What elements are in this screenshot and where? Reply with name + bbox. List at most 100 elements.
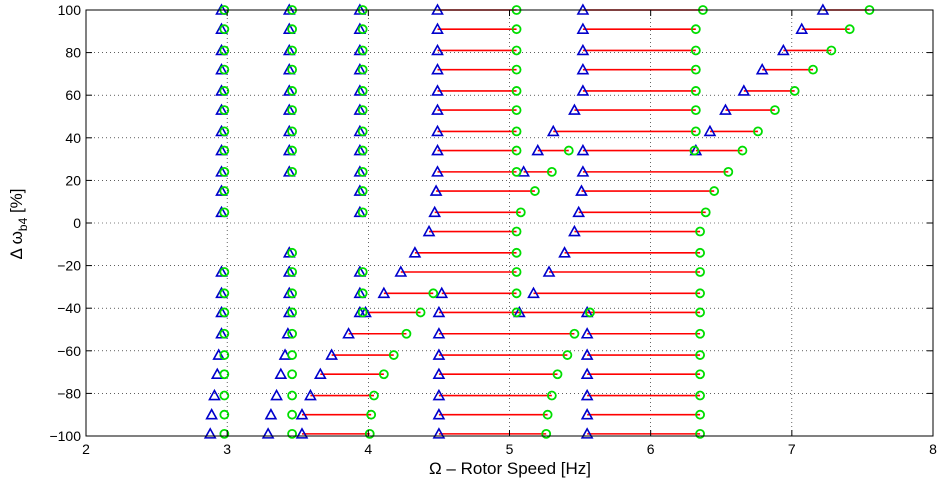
- end-point-marker: [826, 45, 837, 56]
- y-tick-label: 80: [65, 45, 81, 61]
- end-point-marker: [700, 207, 711, 218]
- end-point-marker: [511, 307, 522, 318]
- start-point-marker: [408, 246, 422, 258]
- x-tick-label: 2: [82, 441, 90, 457]
- start-point-marker: [432, 305, 446, 318]
- axes: [85, 9, 934, 437]
- end-point-marker: [690, 24, 701, 35]
- end-point-marker: [515, 207, 526, 218]
- end-point-marker: [287, 428, 298, 439]
- start-point-marker: [203, 427, 217, 439]
- start-point-marker: [568, 103, 581, 115]
- start-point-marker: [208, 388, 221, 401]
- end-point-marker: [378, 369, 389, 380]
- start-point-marker: [576, 143, 590, 156]
- end-point-marker: [695, 350, 705, 360]
- end-point-marker: [287, 328, 298, 339]
- start-point-marker: [795, 22, 809, 34]
- end-point-marker: [219, 350, 230, 360]
- end-point-marker: [219, 369, 230, 380]
- y-tick-label: −20: [57, 258, 81, 274]
- end-point-marker: [357, 166, 368, 177]
- end-point-marker: [357, 45, 368, 56]
- start-point-marker: [431, 124, 444, 137]
- start-point-marker: [558, 246, 571, 258]
- start-point-marker: [575, 184, 588, 196]
- start-point-marker: [576, 22, 590, 34]
- end-point-marker: [737, 145, 748, 156]
- end-point-marker: [428, 288, 439, 299]
- start-point-marker: [431, 103, 444, 115]
- y-axis-label-unit: [%]: [7, 188, 26, 217]
- end-point-marker: [357, 64, 368, 75]
- end-point-marker: [287, 369, 298, 380]
- end-point-marker: [769, 105, 780, 116]
- end-point-marker: [546, 390, 557, 401]
- start-point-marker: [342, 327, 355, 339]
- y-tick-label: 0: [73, 215, 81, 231]
- end-point-marker: [511, 86, 522, 96]
- start-point-marker: [568, 224, 581, 237]
- y-tick-label: 20: [65, 172, 81, 188]
- end-point-marker: [563, 145, 574, 156]
- end-point-marker: [219, 409, 230, 420]
- end-point-marker: [415, 307, 426, 318]
- y-tick-label: −60: [57, 343, 81, 359]
- end-point-marker: [219, 307, 230, 318]
- end-point-marker: [357, 207, 368, 218]
- end-point-marker: [357, 24, 368, 35]
- end-point-marker: [695, 226, 705, 237]
- start-point-marker: [580, 408, 594, 420]
- end-point-marker: [511, 64, 522, 75]
- end-point-marker: [357, 145, 368, 156]
- end-point-marker: [511, 288, 522, 299]
- end-point-marker: [219, 186, 230, 196]
- start-point-marker: [394, 265, 408, 277]
- end-point-marker: [695, 247, 705, 258]
- y-axis-label-subscript: b4: [16, 217, 30, 231]
- start-point-marker: [431, 62, 444, 75]
- end-point-marker: [562, 350, 573, 360]
- start-point-marker: [576, 43, 590, 56]
- start-point-marker: [295, 408, 309, 420]
- end-point-marker: [287, 166, 298, 177]
- end-point-marker: [357, 288, 368, 299]
- start-point-marker: [580, 348, 594, 360]
- end-point-marker: [219, 267, 230, 277]
- x-tick-label: 4: [364, 441, 372, 457]
- start-point-marker: [703, 124, 717, 137]
- y-tick-label: −100: [49, 428, 81, 444]
- end-point-marker: [357, 307, 368, 318]
- start-point-marker: [428, 205, 442, 218]
- start-point-marker: [777, 43, 790, 56]
- end-point-marker: [511, 226, 522, 237]
- end-point-marker: [695, 428, 705, 439]
- start-point-marker: [431, 165, 444, 177]
- end-point-marker: [388, 350, 399, 360]
- start-point-marker: [531, 143, 545, 156]
- tick-labels: 2 3 4 5 6 7 8 −100 −80 −60 −40 −20 0 20 40 60 80 100: [49, 2, 937, 457]
- end-point-marker: [219, 45, 230, 56]
- end-point-marker: [364, 428, 375, 439]
- start-point-marker: [431, 143, 444, 156]
- end-point-marker: [530, 186, 540, 196]
- end-point-marker: [695, 409, 705, 420]
- start-point-marker: [576, 84, 590, 96]
- end-point-marker: [511, 267, 522, 277]
- y-axis-label-main: Δ ω: [7, 231, 26, 259]
- end-point-marker: [690, 126, 701, 137]
- end-point-marker: [541, 428, 552, 439]
- start-point-marker: [431, 22, 444, 34]
- start-point-marker: [431, 84, 444, 96]
- end-point-marker: [511, 166, 522, 177]
- start-point-marker: [261, 427, 275, 439]
- end-point-marker: [695, 267, 705, 277]
- start-point-marker: [432, 408, 446, 420]
- end-point-marker: [287, 24, 298, 35]
- end-point-marker: [844, 24, 855, 35]
- end-point-marker: [808, 64, 818, 75]
- start-point-marker: [719, 103, 732, 115]
- start-point-marker: [576, 165, 590, 177]
- end-point-marker: [287, 390, 298, 401]
